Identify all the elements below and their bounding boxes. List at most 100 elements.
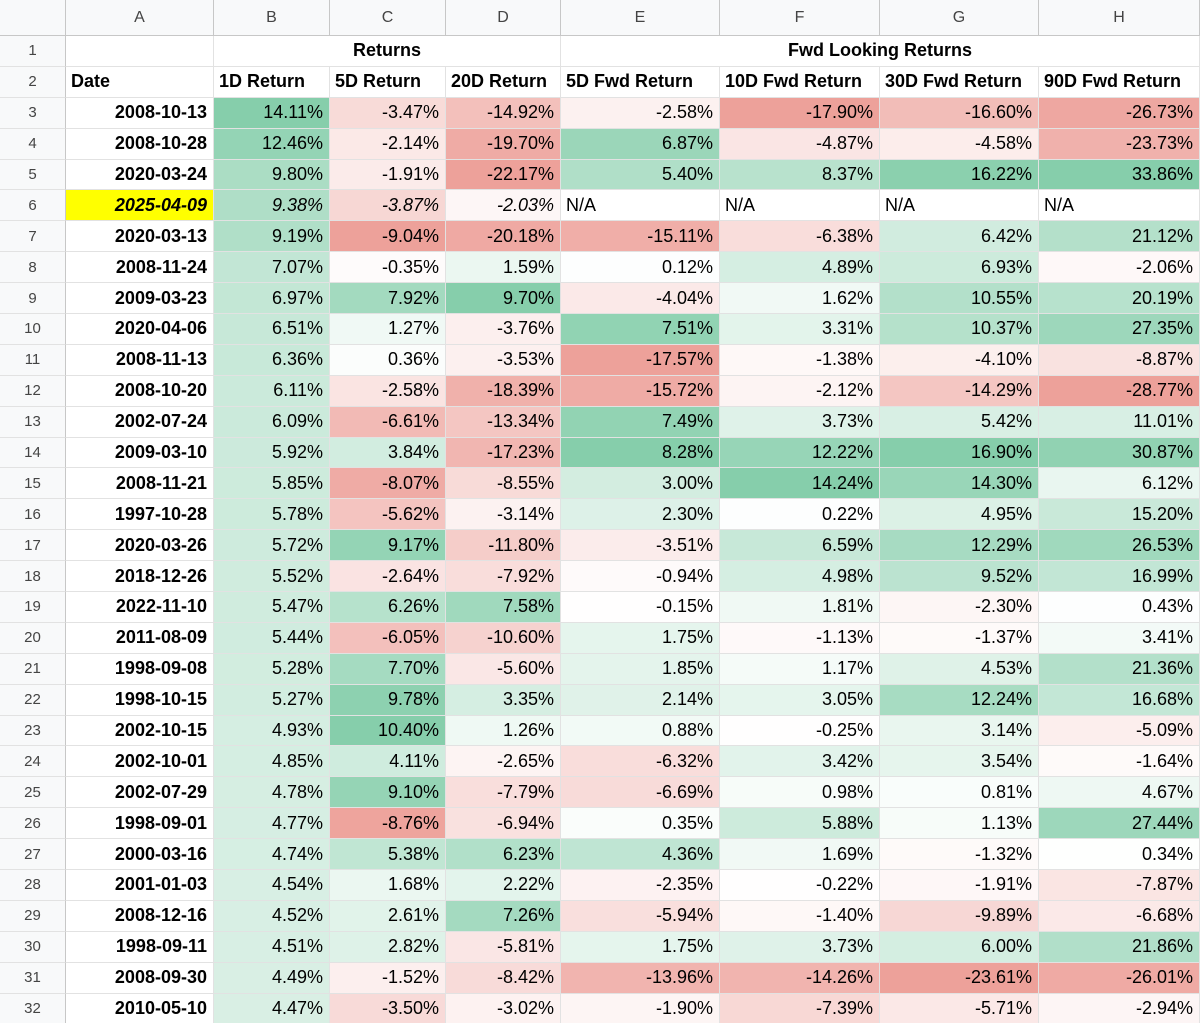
value-cell[interactable]: 2.30% (561, 499, 720, 531)
row-header[interactable]: 12 (0, 375, 66, 407)
value-cell[interactable]: 1.69% (720, 839, 880, 871)
value-cell[interactable]: -17.90% (720, 97, 880, 129)
value-cell[interactable]: 4.98% (720, 561, 880, 593)
value-cell[interactable]: 14.24% (720, 468, 880, 500)
value-cell[interactable]: -17.57% (561, 344, 720, 376)
value-cell[interactable]: 5.40% (561, 159, 720, 191)
value-cell[interactable]: 1.81% (720, 592, 880, 623)
date-cell[interactable]: 2009-03-10 (66, 437, 214, 469)
value-cell[interactable]: 5.44% (214, 622, 330, 654)
value-cell[interactable]: -0.25% (720, 715, 880, 747)
column-header-c[interactable]: C (330, 0, 446, 36)
value-cell[interactable]: 9.10% (330, 777, 446, 809)
row-header[interactable]: 16 (0, 499, 66, 531)
date-cell[interactable]: 1998-09-08 (66, 653, 214, 685)
value-cell[interactable]: 27.35% (1039, 314, 1200, 345)
column-header-b[interactable]: B (214, 0, 330, 36)
value-cell[interactable]: -4.04% (561, 283, 720, 315)
value-cell[interactable]: -2.12% (720, 375, 880, 407)
value-cell[interactable]: -20.18% (446, 221, 561, 253)
cell-a1[interactable] (66, 36, 214, 67)
value-cell[interactable]: 3.73% (720, 406, 880, 438)
value-cell[interactable]: -3.53% (446, 344, 561, 376)
value-cell[interactable]: -23.61% (880, 962, 1039, 994)
value-cell[interactable]: -19.70% (446, 128, 561, 160)
row-header-1[interactable]: 1 (0, 36, 66, 67)
value-cell[interactable]: 14.30% (880, 468, 1039, 500)
value-cell[interactable]: 0.36% (330, 344, 446, 376)
value-cell[interactable]: 5.72% (214, 530, 330, 562)
row-header[interactable]: 11 (0, 344, 66, 376)
date-cell[interactable]: 2008-10-13 (66, 97, 214, 129)
column-header-d[interactable]: D (446, 0, 561, 36)
column-header-h[interactable]: H (1039, 0, 1200, 36)
value-cell[interactable]: 9.19% (214, 221, 330, 253)
value-cell[interactable]: 16.90% (880, 437, 1039, 469)
value-cell[interactable]: 6.00% (880, 931, 1039, 963)
value-cell[interactable]: 3.42% (720, 746, 880, 778)
value-cell[interactable]: 5.88% (720, 808, 880, 840)
date-cell[interactable]: 2018-12-26 (66, 561, 214, 593)
value-cell[interactable]: -5.71% (880, 993, 1039, 1023)
returns-group-header[interactable]: Returns (214, 36, 561, 67)
value-cell[interactable]: 5.52% (214, 561, 330, 593)
value-cell[interactable]: 10.55% (880, 283, 1039, 315)
date-cell[interactable]: 2020-03-24 (66, 159, 214, 191)
value-cell[interactable]: -6.38% (720, 221, 880, 253)
value-cell[interactable]: -8.55% (446, 468, 561, 500)
value-cell[interactable]: -0.35% (330, 252, 446, 284)
value-cell[interactable]: 2.22% (446, 870, 561, 901)
value-cell[interactable]: 0.35% (561, 808, 720, 840)
value-cell[interactable]: -18.39% (446, 375, 561, 407)
date-cell[interactable]: 2008-09-30 (66, 962, 214, 994)
value-cell[interactable]: 0.34% (1039, 839, 1200, 871)
value-cell[interactable]: 5.47% (214, 592, 330, 623)
value-cell[interactable]: 1.75% (561, 931, 720, 963)
value-cell[interactable]: -26.01% (1039, 962, 1200, 994)
date-cell[interactable]: 2008-12-16 (66, 900, 214, 932)
value-cell[interactable]: 4.95% (880, 499, 1039, 531)
value-cell[interactable]: 12.29% (880, 530, 1039, 562)
value-cell[interactable]: -5.81% (446, 931, 561, 963)
value-cell[interactable]: -3.50% (330, 993, 446, 1023)
value-cell[interactable]: 21.86% (1039, 931, 1200, 963)
date-cell[interactable]: 2025-04-09 (66, 190, 214, 222)
column-header-g[interactable]: G (880, 0, 1039, 36)
header-date[interactable]: Date (66, 66, 214, 98)
value-cell[interactable]: -28.77% (1039, 375, 1200, 407)
value-cell[interactable]: -1.32% (880, 839, 1039, 871)
header-20d-return[interactable]: 20D Return (446, 66, 561, 98)
value-cell[interactable]: 4.74% (214, 839, 330, 871)
value-cell[interactable]: 12.46% (214, 128, 330, 160)
date-cell[interactable]: 2008-11-13 (66, 344, 214, 376)
row-header[interactable]: 13 (0, 406, 66, 438)
date-cell[interactable]: 2020-04-06 (66, 314, 214, 345)
value-cell[interactable]: -6.68% (1039, 900, 1200, 932)
value-cell[interactable]: -1.13% (720, 622, 880, 654)
row-header[interactable]: 6 (0, 190, 66, 222)
value-cell[interactable]: 5.42% (880, 406, 1039, 438)
value-cell[interactable]: 4.47% (214, 993, 330, 1023)
value-cell[interactable]: 9.17% (330, 530, 446, 562)
value-cell[interactable]: 5.85% (214, 468, 330, 500)
value-cell[interactable]: 10.40% (330, 715, 446, 747)
value-cell[interactable]: 6.59% (720, 530, 880, 562)
value-cell[interactable]: 6.93% (880, 252, 1039, 284)
date-cell[interactable]: 2020-03-13 (66, 221, 214, 253)
value-cell[interactable]: -5.09% (1039, 715, 1200, 747)
value-cell[interactable]: -1.38% (720, 344, 880, 376)
value-cell[interactable]: -2.03% (446, 190, 561, 222)
value-cell[interactable]: -1.37% (880, 622, 1039, 654)
value-cell[interactable]: -10.60% (446, 622, 561, 654)
value-cell[interactable]: 5.38% (330, 839, 446, 871)
value-cell[interactable]: N/A (561, 190, 720, 222)
value-cell[interactable]: 0.12% (561, 252, 720, 284)
value-cell[interactable]: -0.94% (561, 561, 720, 593)
value-cell[interactable]: 4.53% (880, 653, 1039, 685)
value-cell[interactable]: 4.89% (720, 252, 880, 284)
column-header-f[interactable]: F (720, 0, 880, 36)
value-cell[interactable]: 5.92% (214, 437, 330, 469)
value-cell[interactable]: 16.68% (1039, 684, 1200, 716)
value-cell[interactable]: 1.27% (330, 314, 446, 345)
